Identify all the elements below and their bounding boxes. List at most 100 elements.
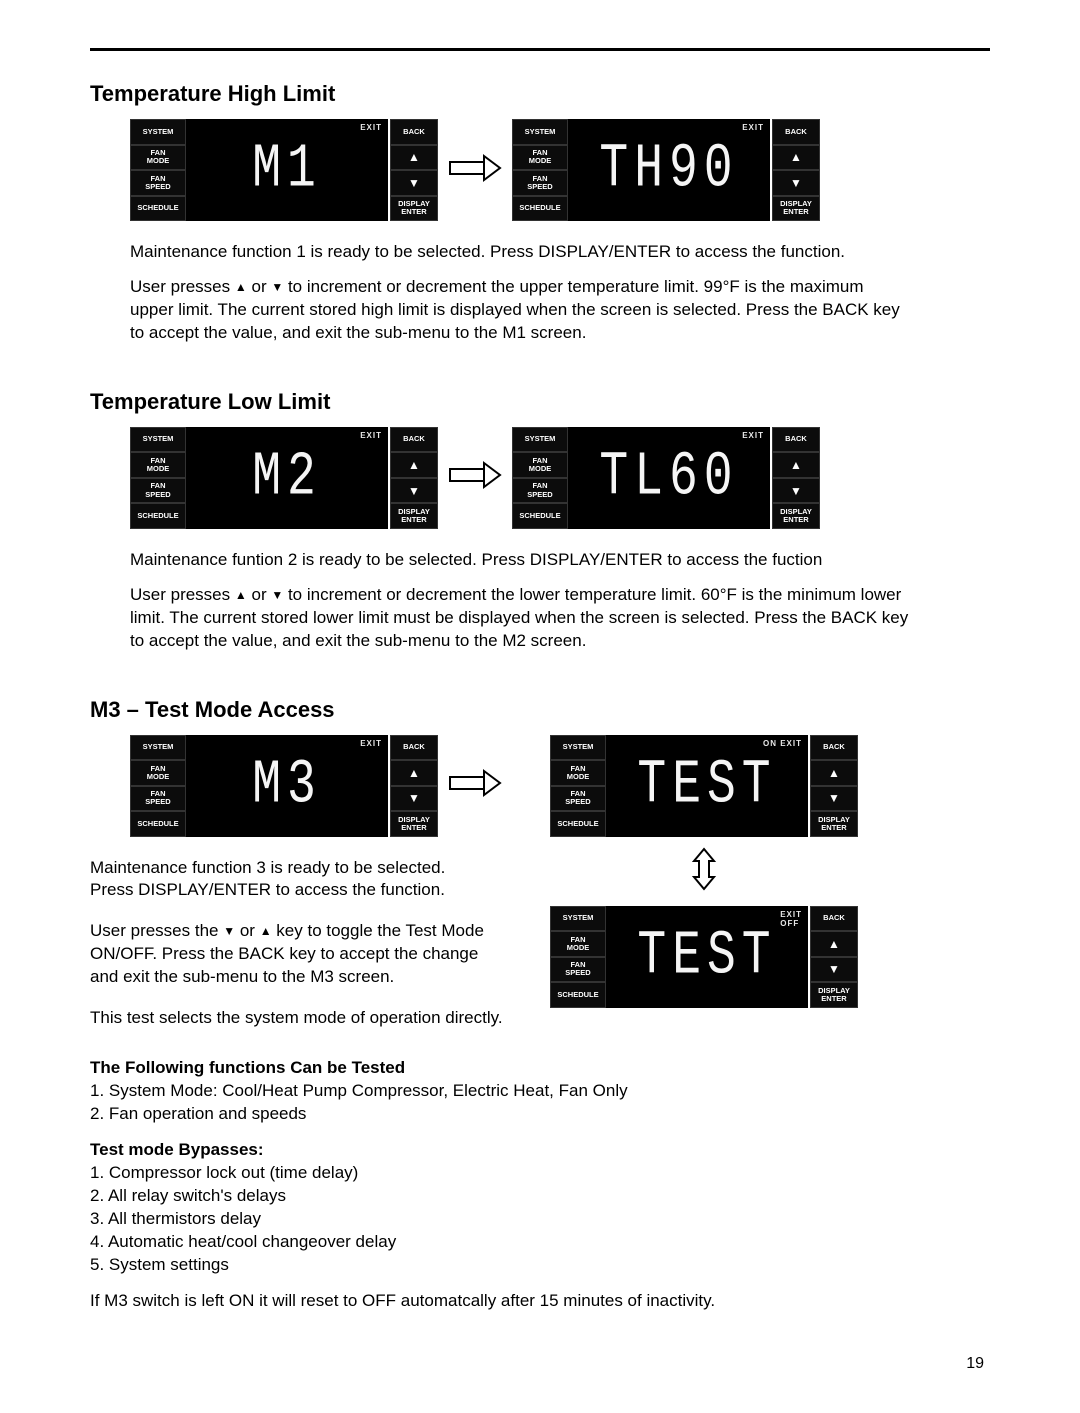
thermo-left-button: SCHEDULE (130, 196, 186, 222)
thermo-left-button: FANMODE (512, 145, 568, 171)
thermo-left-button: SYSTEM (130, 119, 186, 145)
high-p2: User presses ▲ or ▼ to increment or decr… (130, 276, 910, 345)
thermo-right-button: DISPLAYENTER (772, 503, 820, 529)
thermo-right-button: BACK (772, 119, 820, 145)
thermo-right-button: ▲ (390, 760, 438, 786)
down-triangle-icon: ▼ (271, 587, 283, 603)
bypass-head: Test mode Bypasses: (90, 1140, 990, 1160)
thermo-status-text: EXIT (742, 431, 764, 440)
thermo-right-button: BACK (772, 427, 820, 453)
thermo-right-button: ▼ (390, 786, 438, 812)
down-triangle-icon: ▼ (223, 923, 235, 939)
thermo-right-button: DISPLAYENTER (810, 982, 858, 1008)
thermo-left-button: SCHEDULE (512, 196, 568, 222)
thermo-left-button: FANSPEED (130, 170, 186, 196)
thermo-right-button: ▼ (772, 478, 820, 504)
thermo-status-text: EXIT (742, 123, 764, 132)
high-p1: Maintenance function 1 is ready to be se… (130, 241, 910, 264)
thermo-right-button: BACK (390, 427, 438, 453)
list-item: 1. Compressor lock out (time delay) (90, 1162, 990, 1185)
thermo-right-button: DISPLAYENTER (772, 196, 820, 222)
arrow-right-icon (448, 461, 502, 494)
thermo-left-button: FANMODE (550, 760, 606, 786)
list-item: 2. Fan operation and speeds (90, 1103, 990, 1126)
thermo-right-button: ▲ (810, 760, 858, 786)
funcs-list: 1. System Mode: Cool/Heat Pump Compresso… (90, 1080, 990, 1126)
m3-p2: User presses the ▼ or ▲ key to toggle th… (90, 920, 490, 989)
thermo-display-text: TEST (637, 750, 776, 820)
thermo-left-button: FANSPEED (512, 170, 568, 196)
up-triangle-icon: ▲ (260, 923, 272, 939)
thermo-left-button: SCHEDULE (550, 811, 606, 837)
thermo-left-button: SCHEDULE (512, 503, 568, 529)
thermo-right-button: ▲ (390, 452, 438, 478)
thermo-low-tl60: SYSTEMFANMODEFANSPEEDSCHEDULE EXIT TL60 BAC… (512, 427, 820, 529)
thermo-test-on: SYSTEMFANMODEFANSPEEDSCHEDULE ON EXIT TEST… (550, 735, 858, 837)
thermo-status-text: EXITOFF (780, 910, 802, 928)
arrow-updown-icon (689, 847, 719, 896)
thermo-right-button: ▲ (772, 145, 820, 171)
thermo-display-text: M2 (252, 443, 322, 513)
thermo-right-button: DISPLAYENTER (390, 503, 438, 529)
thermo-left-button: FANMODE (130, 760, 186, 786)
thermo-left-button: SYSTEM (130, 735, 186, 761)
bypass-list: 1. Compressor lock out (time delay)2. Al… (90, 1162, 990, 1277)
thermo-left-button: SYSTEM (512, 119, 568, 145)
thermo-status-text: EXIT (360, 431, 382, 440)
thermo-display-text: TH90 (599, 135, 738, 205)
up-triangle-icon: ▲ (235, 279, 247, 295)
thermo-right-button: BACK (390, 119, 438, 145)
thermo-display-text: M3 (252, 750, 322, 820)
down-triangle-icon: ▼ (271, 279, 283, 295)
thermo-left-button: FANSPEED (550, 786, 606, 812)
thermo-left-button: SCHEDULE (130, 503, 186, 529)
thermo-display-text: M1 (252, 135, 322, 205)
thermo-left-button: FANMODE (512, 452, 568, 478)
thermo-right-button: BACK (810, 906, 858, 932)
thermo-display-text: TL60 (599, 443, 738, 513)
m3-p4: If M3 switch is left ON it will reset to… (90, 1291, 990, 1311)
thermo-status-text: EXIT (360, 739, 382, 748)
thermo-left-button: FANSPEED (512, 478, 568, 504)
thermo-left-button: SYSTEM (130, 427, 186, 453)
m3-p3: This test selects the system mode of ope… (90, 1007, 520, 1030)
thermo-right-button: ▲ (810, 931, 858, 957)
thermo-left-button: SYSTEM (512, 427, 568, 453)
low-p1: Maintenance funtion 2 is ready to be sel… (130, 549, 910, 572)
thermo-display-text: TEST (637, 921, 776, 991)
heading-high: Temperature High Limit (90, 81, 990, 107)
m3-p1: Maintenance function 3 is ready to be se… (90, 857, 490, 903)
list-item: 5. System settings (90, 1254, 990, 1277)
thermo-right-button: ▼ (772, 170, 820, 196)
thermo-right-button: ▲ (772, 452, 820, 478)
thermo-right-button: DISPLAYENTER (810, 811, 858, 837)
thermo-test-off: SYSTEMFANMODEFANSPEEDSCHEDULEEXITOFFTEST… (550, 906, 858, 1008)
thermo-left-button: SYSTEM (550, 906, 606, 932)
page-number: 19 (90, 1355, 990, 1373)
thermo-left-button: SYSTEM (550, 735, 606, 761)
section-low-limit: Temperature Low Limit SYSTEMFANMODEFANSP… (90, 389, 990, 653)
thermo-right-button: ▼ (810, 957, 858, 983)
heading-m3: M3 – Test Mode Access (90, 697, 990, 723)
thermo-left-button: FANSPEED (550, 957, 606, 983)
thermo-left-button: SCHEDULE (130, 811, 186, 837)
thermo-status-text: ON EXIT (763, 739, 802, 748)
thermo-left-button: FANSPEED (130, 478, 186, 504)
thermo-low-m2: SYSTEMFANMODEFANSPEEDSCHEDULE EXIT M2 BACK▲… (130, 427, 438, 529)
thermo-left-button: FANMODE (130, 145, 186, 171)
low-p2: User presses ▲ or ▼ to increment or decr… (130, 584, 910, 653)
funcs-head: The Following functions Can be Tested (90, 1058, 990, 1078)
list-item: 4. Automatic heat/cool changeover delay (90, 1231, 990, 1254)
up-triangle-icon: ▲ (235, 587, 247, 603)
heading-low: Temperature Low Limit (90, 389, 990, 415)
thermo-right-button: BACK (390, 735, 438, 761)
thermo-high-m1: SYSTEMFANMODEFANSPEEDSCHEDULEEXITM1BACK▲… (130, 119, 438, 221)
page-rule (90, 48, 990, 51)
section-high-limit: Temperature High Limit SYSTEMFANMODEFANS… (90, 81, 990, 345)
thermo-right-button: DISPLAYENTER (390, 196, 438, 222)
thermo-left-button: FANMODE (130, 452, 186, 478)
list-item: 2. All relay switch's delays (90, 1185, 990, 1208)
thermo-high-th90: SYSTEMFANMODEFANSPEEDSCHEDULE EXIT TH90 BAC… (512, 119, 820, 221)
thermo-right-button: BACK (810, 735, 858, 761)
list-item: 1. System Mode: Cool/Heat Pump Compresso… (90, 1080, 990, 1103)
